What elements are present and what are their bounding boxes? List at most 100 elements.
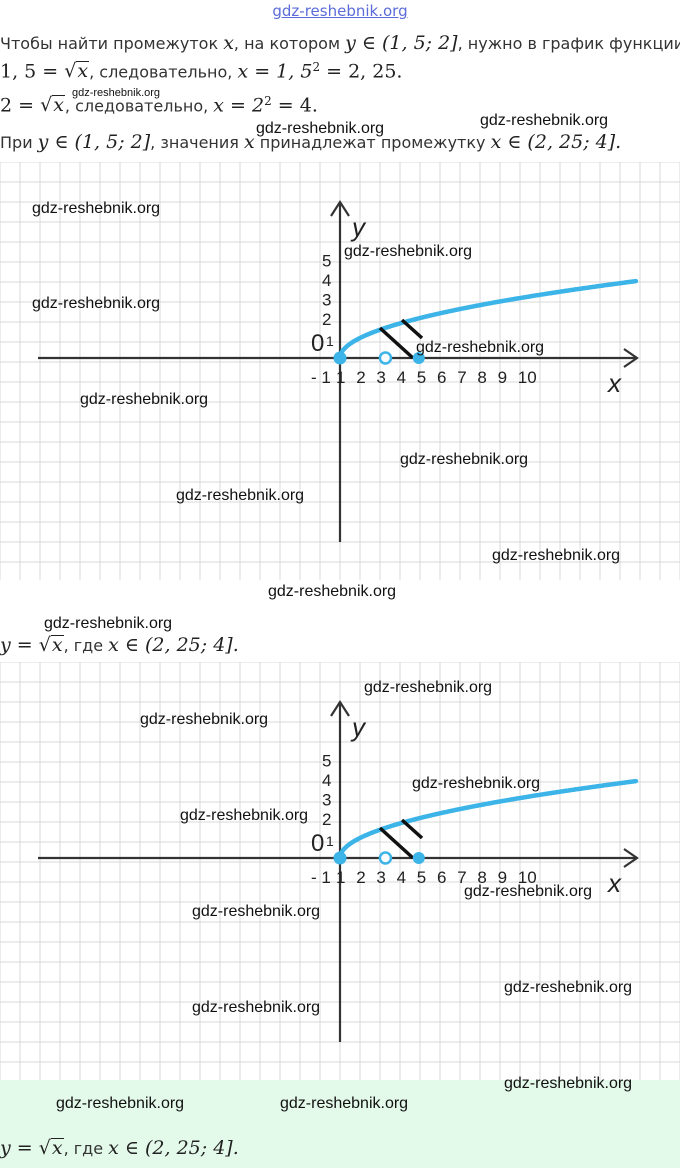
math: y = [0,1137,39,1159]
watermark: gdz-reshebnik.org [176,487,305,504]
watermark: gdz-reshebnik.org [344,243,473,260]
x-tick-label: 3 [376,368,385,387]
x-tick-label: 9 [498,368,507,387]
y-axis-arrow [330,199,350,217]
x-axis-label: x [606,368,622,398]
x-tick-label: 1 [336,368,345,387]
math: x [50,634,64,656]
watermark: gdz-reshebnik.org [72,87,161,99]
x-tick-label: 5 [417,868,426,887]
math-sup: 2 [264,94,272,108]
y-tick-label: 5 [322,252,331,271]
watermark: gdz-reshebnik.org [480,112,609,129]
watermark: gdz-reshebnik.org [412,775,541,792]
text: , значения [150,133,244,152]
x-axis-arrow [623,348,639,368]
y-axis-label: y [350,712,367,742]
x-axis-arrow [623,848,639,868]
watermark: gdz-reshebnik.org [280,1095,409,1112]
math: x [243,131,255,153]
y-tick-label: 4 [322,771,331,790]
x-tick-label: 1 [336,868,345,887]
closed-point [412,852,425,864]
text-line-2: 1, 5 = √x, следовательно, x = 1, 52 = 2,… [0,60,402,82]
text: При [0,133,38,152]
x-tick-label: 2 [356,368,365,387]
y-tick-label: 1 [326,333,334,349]
watermark: gdz-reshebnik.org [268,583,397,600]
open-point [378,851,393,865]
x-tick-label: 4 [397,368,406,387]
math: x ∈ (2, 25; 4]. [490,131,622,153]
math: y = [0,634,39,656]
y-tick-label: 4 [322,271,331,290]
math: = 2, 25. [320,60,403,83]
closed-point [412,352,425,364]
hatch-mark [378,326,415,360]
x-tick-label: - 1 [311,368,331,387]
math: y ∈ (1, 5; 2] [345,32,458,54]
y-tick-label: 2 [322,310,331,329]
y-tick-label: 1 [326,833,334,849]
text-line-5: y = √x, где x ∈ (2, 25; 4]. [0,634,239,656]
watermark: gdz-reshebnik.org [464,883,593,900]
math: = 4. [271,94,318,117]
x-tick-label: 5 [417,368,426,387]
math: x [223,32,234,54]
math: x = 2 [213,94,265,117]
watermark: gdz-reshebnik.org [364,679,493,696]
watermark: gdz-reshebnik.org [180,807,309,824]
origin-point [333,351,347,365]
x-tick-label: 6 [437,368,446,387]
sqrt-symbol: √x [38,1137,64,1159]
x-tick-label: 6 [437,868,446,887]
math: x = 1, 5 [237,60,313,83]
hatch-mark [378,826,415,860]
answer-line: y = √x, где x ∈ (2, 25; 4]. [0,1137,239,1159]
text: , на котором [233,34,346,53]
watermark: gdz-reshebnik.org [192,999,321,1016]
text-line-4: При y ∈ (1, 5; 2], значения x принадлежа… [0,131,621,153]
origin-label: 0 [311,330,324,357]
watermark: gdz-reshebnik.org [400,451,529,468]
x-tick-label: 8 [477,368,486,387]
math-sup: 2 [312,60,321,74]
math: x [76,60,90,83]
header-watermark[interactable]: gdz-reshebnik.org [272,2,408,20]
origin-point [333,851,347,865]
x-tick-label: 7 [457,368,466,387]
text: , следовательно, [89,62,238,82]
x-tick-label: - 1 [311,868,331,887]
text: Чтобы найти промежуток [0,34,224,53]
math: 2 = [0,94,41,117]
y-tick-label: 3 [322,291,331,310]
open-point [378,351,393,365]
x-tick-label: 9 [498,868,507,887]
x-tick-label: 3 [376,868,385,887]
sqrt-symbol: √x [40,94,65,117]
y-axis-label: y [350,212,367,242]
text: , где [63,1139,109,1158]
math: 1, 5 = [0,60,65,83]
watermark: gdz-reshebnik.org [504,979,633,996]
text: , нужно в график функции [457,34,680,53]
text-line-3: 2 = √x, следовательно, x = 22 = 4. [0,94,318,116]
y-tick-label: 2 [322,810,331,829]
watermark: gdz-reshebnik.org [32,295,161,312]
x-tick-label: 10 [518,868,537,887]
watermark: gdz-reshebnik.org [416,339,545,356]
hatch-mark [400,818,424,840]
watermark: gdz-reshebnik.org [44,615,173,632]
hatch-mark [400,318,424,340]
function-curve [337,778,639,861]
sqrt-symbol: √x [64,60,90,83]
math: x [52,94,65,117]
watermark: gdz-reshebnik.org [256,120,385,137]
sqrt-symbol: √x [38,634,64,656]
function-curve [337,278,639,361]
math: x ∈ (2, 25; 4]. [108,1137,239,1159]
watermark: gdz-reshebnik.org [56,1095,185,1112]
